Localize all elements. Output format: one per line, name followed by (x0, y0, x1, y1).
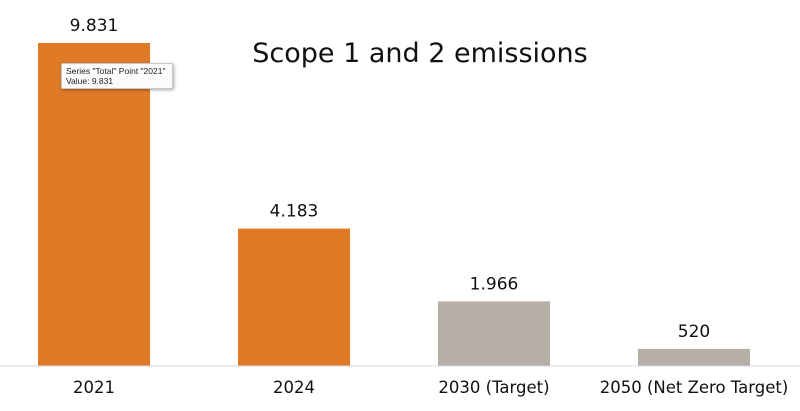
data-label: 520 (678, 322, 710, 342)
bar-2030-target[interactable] (438, 301, 550, 366)
tooltip-value-line: Value: 9.831 (66, 76, 114, 86)
bar-group (38, 43, 750, 366)
data-label: 9.831 (70, 16, 119, 36)
x-tick-label-group: 2021 2024 2030 (Target) 2050 (Net Zero Targ… (73, 378, 788, 397)
data-label-group: 9.831 4.183 1.966 520 (70, 16, 711, 342)
x-tick-label: 2050 (Net Zero Target) (600, 378, 789, 397)
x-tick-label: 2024 (273, 378, 315, 397)
bar-2021[interactable] (38, 43, 150, 366)
data-label: 1.966 (470, 274, 519, 294)
data-label: 4.183 (270, 202, 319, 222)
tooltip-series-line: Series "Total" Point "2021" (66, 66, 166, 76)
bar-2024[interactable] (238, 228, 350, 366)
chart-title: Scope 1 and 2 emissions (252, 38, 587, 69)
x-tick-label: 2021 (73, 378, 115, 397)
data-point-tooltip: Series "Total" Point "2021" Value: 9.831 (61, 63, 173, 89)
x-tick-label: 2030 (Target) (438, 378, 549, 397)
bar-2050-net-zero-target[interactable] (638, 348, 750, 366)
